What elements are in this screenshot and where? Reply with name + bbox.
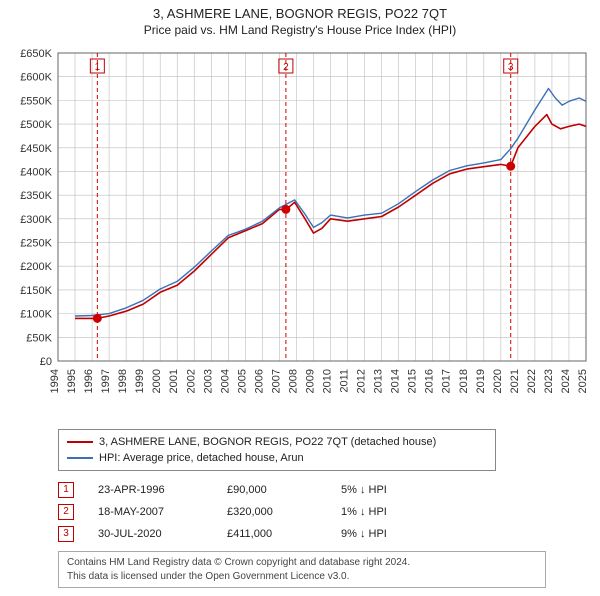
footer-line: Contains HM Land Registry data © Crown c…	[67, 556, 537, 570]
plot-svg: £0 £50K £100K £150K £200K £250K £300K £350K £400…	[8, 43, 592, 423]
svg-text:2014: 2014	[390, 369, 402, 393]
svg-text:£450K: £450K	[20, 143, 52, 155]
svg-text:1996: 1996	[83, 369, 95, 393]
event-price: £90,000	[227, 484, 317, 496]
svg-text:2002: 2002	[185, 369, 197, 393]
svg-text:£100K: £100K	[20, 309, 52, 321]
event-marker: 1	[58, 482, 74, 498]
svg-text:£350K: £350K	[20, 190, 52, 202]
svg-text:£400K: £400K	[20, 166, 52, 178]
event-price: £320,000	[227, 506, 317, 518]
svg-text:2016: 2016	[424, 369, 436, 393]
footer-line: This data is licensed under the Open Gov…	[67, 570, 537, 584]
event-date: 30-JUL-2020	[98, 528, 203, 540]
svg-text:£500K: £500K	[20, 119, 52, 131]
legend: 3, ASHMERE LANE, BOGNOR REGIS, PO22 7QT …	[58, 429, 496, 471]
event-marker: 3	[58, 526, 74, 542]
event-marker: 2	[58, 504, 74, 520]
svg-text:2010: 2010	[322, 369, 334, 393]
svg-text:2005: 2005	[236, 369, 248, 393]
svg-text:2003: 2003	[202, 369, 214, 393]
svg-text:1999: 1999	[134, 369, 146, 393]
svg-text:2013: 2013	[373, 369, 385, 393]
svg-text:£250K: £250K	[20, 238, 52, 250]
chart-container: 3, ASHMERE LANE, BOGNOR REGIS, PO22 7QT …	[0, 0, 600, 596]
svg-text:£300K: £300K	[20, 214, 52, 226]
event-delta: 1% ↓ HPI	[341, 506, 431, 518]
event-date: 23-APR-1996	[98, 484, 203, 496]
svg-text:£50K: £50K	[26, 332, 52, 344]
legend-row: 3, ASHMERE LANE, BOGNOR REGIS, PO22 7QT …	[67, 434, 487, 450]
svg-text:£0: £0	[40, 356, 52, 368]
svg-text:2015: 2015	[407, 369, 419, 393]
svg-text:2019: 2019	[475, 369, 487, 393]
svg-text:£200K: £200K	[20, 261, 52, 273]
plot-area: £0 £50K £100K £150K £200K £250K £300K £350K £400…	[8, 43, 592, 423]
svg-text:£150K: £150K	[20, 285, 52, 297]
svg-text:1997: 1997	[100, 369, 112, 393]
attribution: Contains HM Land Registry data © Crown c…	[58, 551, 546, 588]
legend-swatch	[67, 457, 93, 459]
svg-text:2000: 2000	[151, 369, 163, 393]
svg-text:2024: 2024	[560, 369, 572, 393]
event-delta: 9% ↓ HPI	[341, 528, 431, 540]
svg-text:2009: 2009	[304, 369, 316, 393]
svg-text:2017: 2017	[441, 369, 453, 393]
svg-text:£550K: £550K	[20, 95, 52, 107]
svg-text:£650K: £650K	[20, 48, 52, 60]
event-price: £411,000	[227, 528, 317, 540]
svg-text:1994: 1994	[49, 369, 61, 393]
svg-text:2021: 2021	[509, 369, 521, 393]
svg-text:1998: 1998	[117, 369, 129, 393]
svg-text:1: 1	[95, 62, 101, 73]
chart-title: 3, ASHMERE LANE, BOGNOR REGIS, PO22 7QT	[8, 6, 592, 21]
chart-subtitle: Price paid vs. HM Land Registry's House …	[8, 23, 592, 37]
svg-text:2012: 2012	[356, 369, 368, 393]
svg-text:1995: 1995	[66, 369, 78, 393]
legend-label: HPI: Average price, detached house, Arun	[99, 452, 304, 464]
svg-text:2007: 2007	[270, 369, 282, 393]
svg-text:2025: 2025	[577, 369, 589, 393]
legend-row: HPI: Average price, detached house, Arun	[67, 450, 487, 466]
legend-label: 3, ASHMERE LANE, BOGNOR REGIS, PO22 7QT …	[99, 436, 436, 448]
svg-text:2: 2	[283, 62, 289, 73]
event-date: 18-MAY-2007	[98, 506, 203, 518]
legend-swatch	[67, 441, 93, 443]
svg-text:2011: 2011	[339, 369, 351, 393]
svg-text:2020: 2020	[492, 369, 504, 393]
events-table: 1 23-APR-1996 £90,000 5% ↓ HPI 2 18-MAY-…	[58, 479, 592, 545]
event-delta: 5% ↓ HPI	[341, 484, 431, 496]
svg-text:2008: 2008	[287, 369, 299, 393]
svg-text:3: 3	[508, 62, 514, 73]
svg-text:2006: 2006	[253, 369, 265, 393]
svg-text:2018: 2018	[458, 369, 470, 393]
svg-text:2004: 2004	[219, 369, 231, 393]
svg-text:2022: 2022	[526, 369, 538, 393]
svg-text:£600K: £600K	[20, 72, 52, 84]
event-row: 2 18-MAY-2007 £320,000 1% ↓ HPI	[58, 501, 592, 523]
event-row: 3 30-JUL-2020 £411,000 9% ↓ HPI	[58, 523, 592, 545]
svg-text:2023: 2023	[543, 369, 555, 393]
event-row: 1 23-APR-1996 £90,000 5% ↓ HPI	[58, 479, 592, 501]
svg-text:2001: 2001	[168, 369, 180, 393]
